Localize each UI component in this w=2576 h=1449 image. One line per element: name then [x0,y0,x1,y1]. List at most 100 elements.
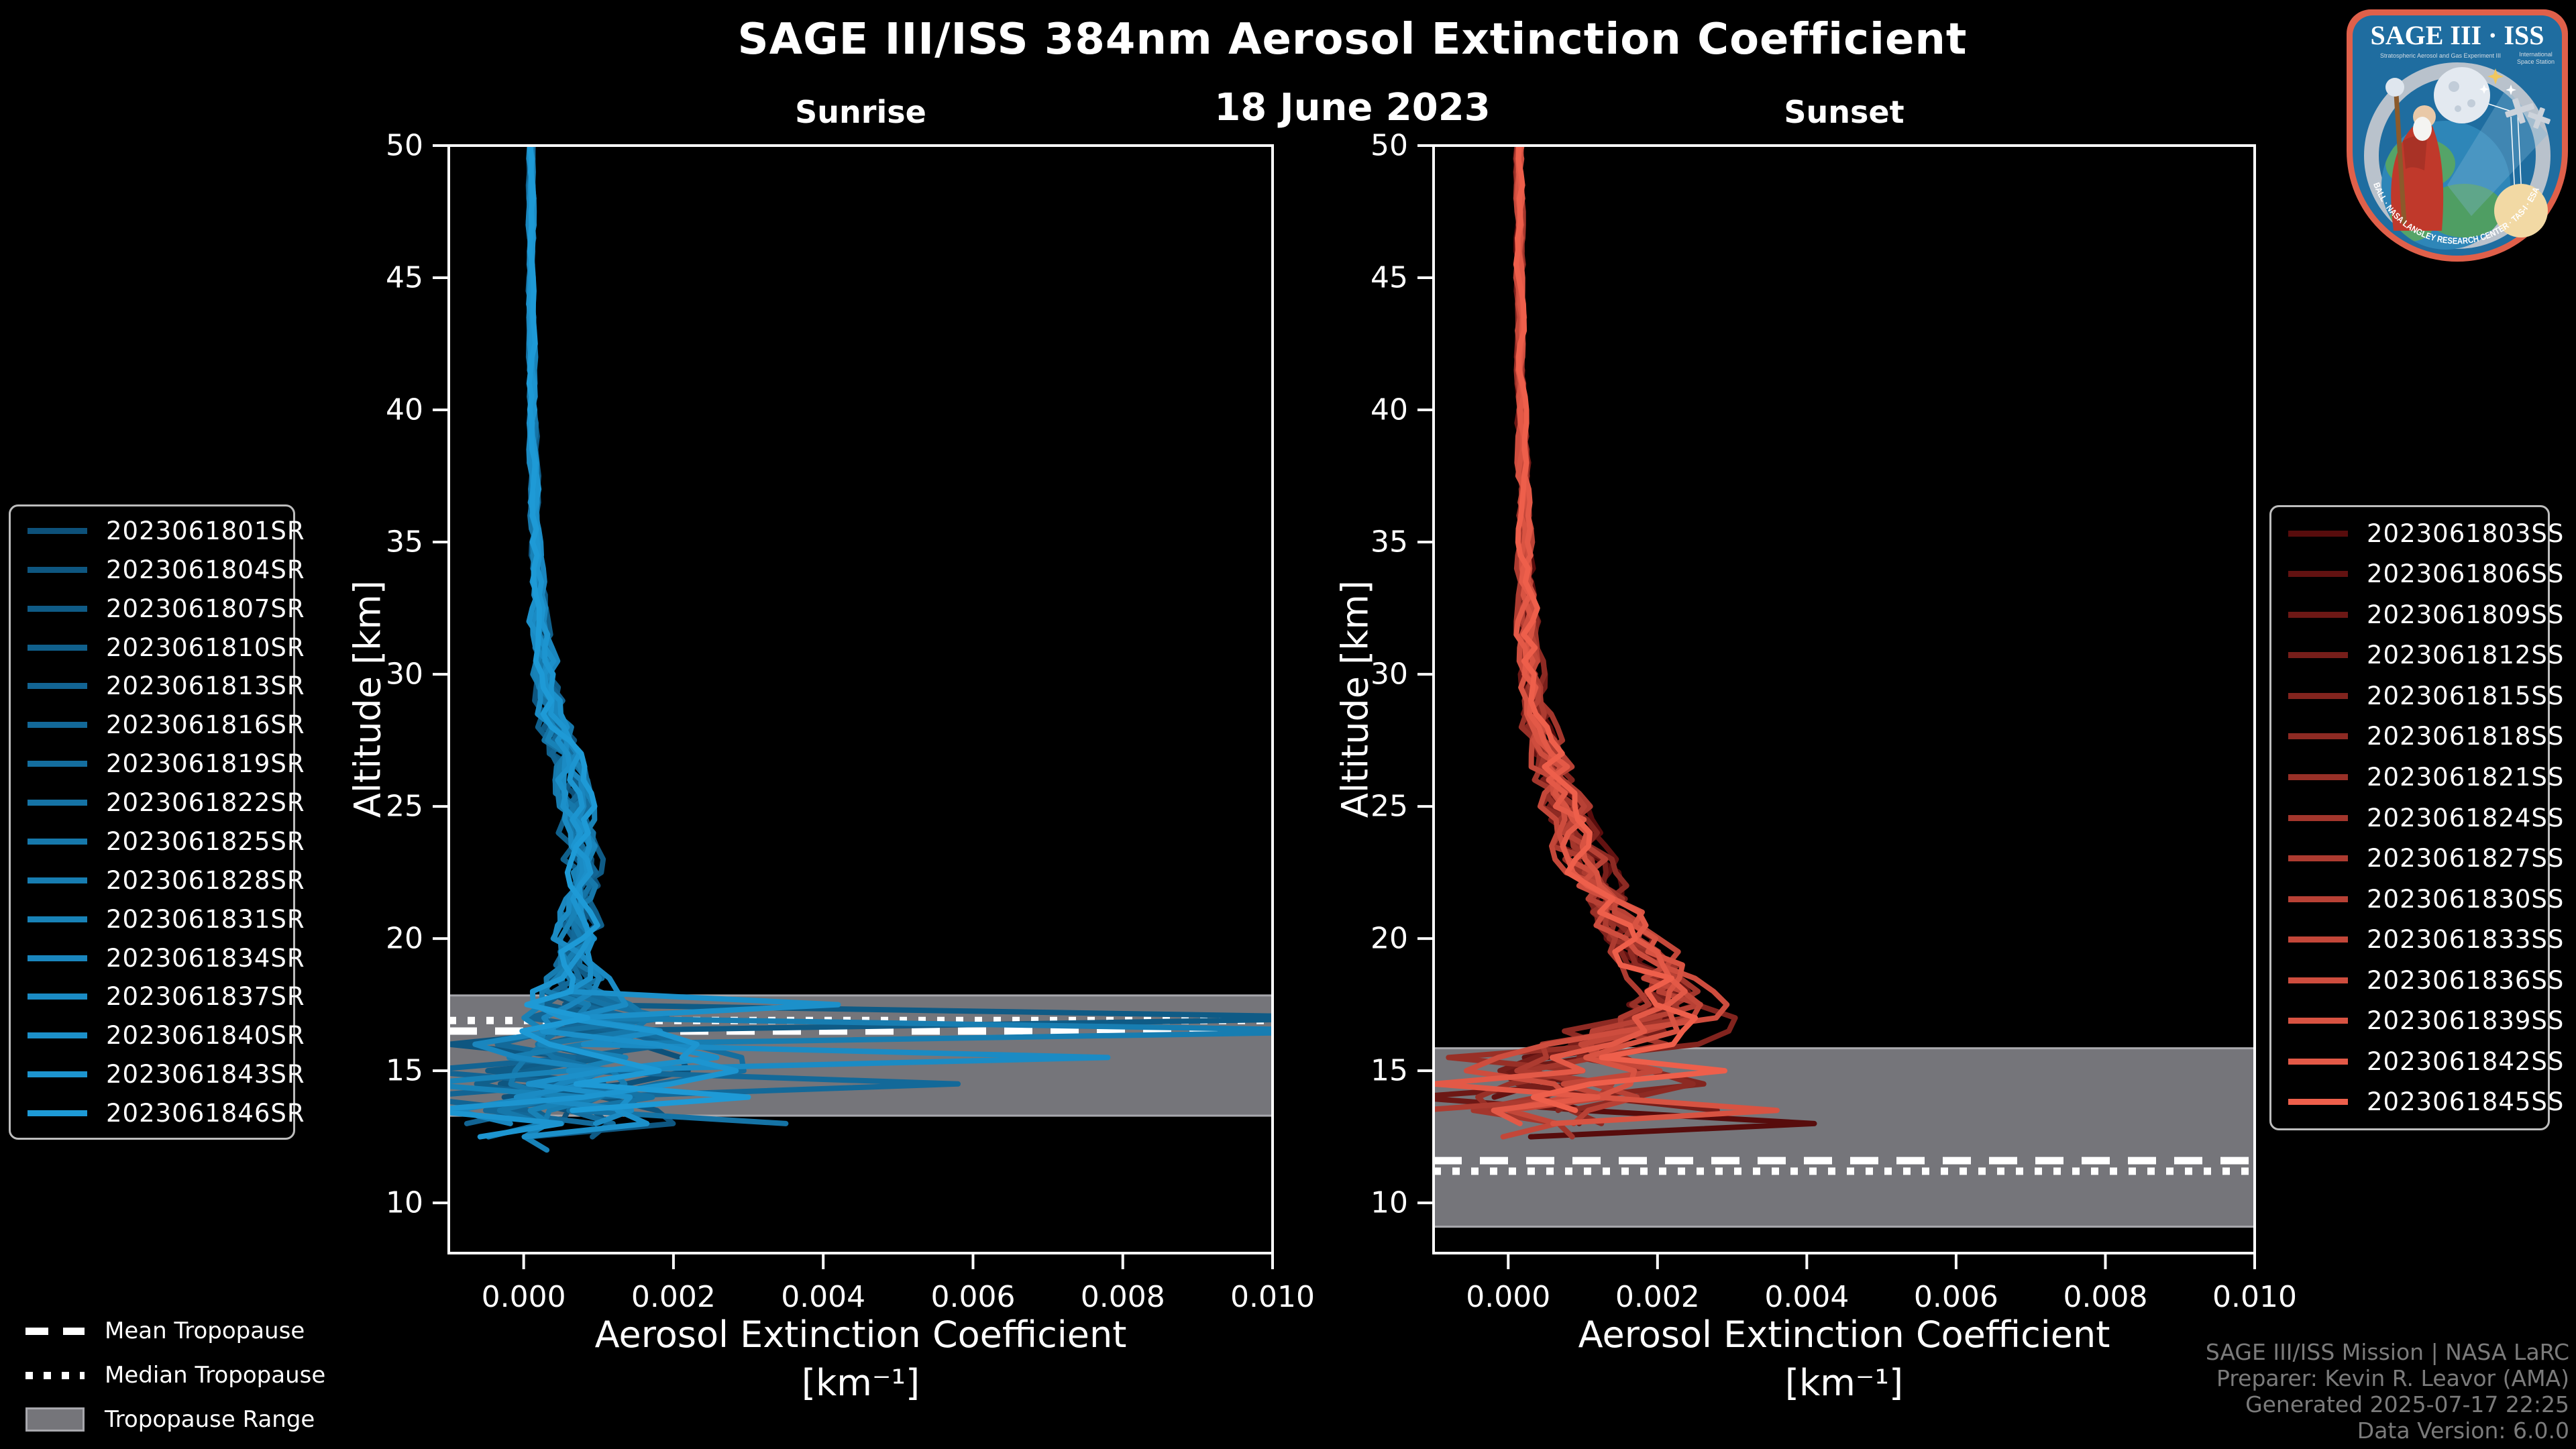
legend-item-2023061821SS: 2023061821SS [2271,763,2563,792]
legend-item-2023061840SR: 2023061840SR [11,1021,305,1050]
y-axis-label-sunrise: Altitude [km] [346,580,389,818]
legend-item-2023061827SS: 2023061827SS [2271,844,2563,873]
x-tick-label: 0.004 [781,1280,865,1314]
logo-figure [2385,78,2444,231]
x-axis-label-sunset: Aerosol Extinction Coefficient [1578,1313,2110,1356]
x-tick-label: 0.006 [930,1280,1015,1314]
legend-swatch [2288,611,2348,618]
legend-item-2023061843SR: 2023061843SR [11,1060,305,1089]
legend-label: 2023061804SR [106,555,305,584]
plot-frame [447,144,1274,1254]
legend-item-2023061824SS: 2023061824SS [2271,804,2563,833]
legend-label: 2023061816SR [106,710,305,740]
tropopause-range-label: Tropopause Range [105,1406,315,1433]
legend-label: 2023061830SS [2367,884,2565,914]
legend-label: 2023061825SR [106,826,305,856]
y-axis-label-sunset: Altitude [km] [1334,580,1377,818]
y-tick-label: 40 [386,393,423,427]
sunrise-panel-title: Sunrise [795,94,926,130]
legend-swatch [28,994,87,1000]
logo-acronym: Stratospheric Aerosol and Gas Experiment… [2380,52,2501,59]
legend-label: 2023061821SS [2367,762,2565,792]
mean-tropopause-label: Mean Tropopause [105,1318,305,1344]
legend-label: 2023061810SR [106,633,305,662]
legend-swatch [28,1071,87,1078]
y-tick-label: 50 [1371,129,1408,163]
legend-item-2023061833SS: 2023061833SS [2271,925,2563,954]
y-tick-label: 25 [1371,790,1408,824]
legend-label: 2023061828SR [106,865,305,895]
x-tick-label: 0.002 [1615,1280,1700,1314]
y-tick-label: 10 [386,1186,423,1220]
x-tick-label: 0.010 [2212,1280,2297,1314]
legend-item-2023061813SR: 2023061813SR [11,672,305,700]
legend-label: 2023061845SS [2367,1087,2565,1117]
sage-iss-logo: SAGE III · ISS Stratospheric Aerosol and… [2347,9,2568,262]
legend-label: 2023061840SR [106,1021,305,1051]
x-tick-label: 0.002 [631,1280,716,1314]
legend-swatch [2288,571,2348,578]
panel-sunset: 50 45 40 35 30 25 20 15 10 0.000 0.002 0.004 0.006 0.… [1371,129,2297,1315]
legend-item-2023061816SR: 2023061816SR [11,710,305,739]
legend-label: 2023061818SS [2367,722,2565,751]
legend-label: 2023061815SS [2367,681,2565,710]
legend-swatch [2288,1018,2348,1024]
legend-item-2023061807SR: 2023061807SR [11,594,305,623]
median-tropopause-label: Median Tropopause [105,1362,326,1389]
y-tick-label: 45 [386,261,423,295]
legend-swatch [28,722,87,729]
y-tick-label: 15 [386,1054,423,1088]
legend-item-2023061842SS: 2023061842SS [2271,1047,2563,1076]
logo-moon-crater [2467,99,2475,107]
sunset-event-legend: 2023061803SS 2023061806SS 2023061809SS 2023… [2269,505,2563,1130]
y-tick-label: 35 [1371,525,1408,559]
legend-label: 2023061806SS [2367,559,2565,589]
legend-swatch [2288,896,2348,902]
legend-label: 2023061836SS [2367,965,2565,995]
profile-line-2023061837SR [513,146,1111,1126]
legend-swatch [28,605,87,612]
attribution-block: SAGE III/ISS Mission | NASA LaRC Prepare… [2206,1339,2569,1444]
legend-swatch [28,761,87,767]
y-tick-label: 50 [386,129,423,163]
attribution-line: SAGE III/ISS Mission | NASA LaRC [2205,1339,2569,1365]
legend-swatch [28,916,87,922]
legend-item-2023061804SR: 2023061804SR [11,555,305,584]
legend-item-2023061834SR: 2023061834SR [11,944,305,973]
legend-item-2023061815SS: 2023061815SS [2271,682,2563,710]
y-tick-label: 30 [1371,657,1408,692]
tropopause-legend-row: Mean Tropopause [25,1316,325,1346]
logo-moon-crater [2449,81,2459,92]
tropopause-legend-row: Tropopause Range [25,1405,325,1434]
x-axis-units-sunrise: [km⁻¹] [801,1362,920,1404]
legend-item-2023061819SR: 2023061819SR [11,749,305,778]
x-tick-label: 0.000 [482,1280,566,1314]
x-tick-label: 0.006 [1914,1280,1998,1314]
legend-swatch [2288,855,2348,862]
tropopause-legend-row: Median Tropopause [25,1360,325,1390]
legend-swatch [2288,977,2348,983]
legend-swatch [2288,652,2348,659]
legend-item-2023061801SR: 2023061801SR [11,517,305,545]
legend-swatch [28,1032,87,1039]
logo-title: SAGE III · ISS [2370,20,2544,50]
y-tick-label: 15 [1371,1054,1408,1088]
legend-item-2023061846SR: 2023061846SR [11,1099,305,1128]
legend-label: 2023061824SS [2367,803,2565,833]
legend-item-2023061806SS: 2023061806SS [2271,559,2563,588]
iss-icon [2505,98,2551,129]
legend-label: 2023061813SR [106,672,305,701]
legend-item-2023061822SR: 2023061822SR [11,788,305,817]
legend-label: 2023061827SS [2367,844,2565,873]
legend-label: 2023061834SR [106,943,305,973]
legend-item-2023061803SS: 2023061803SS [2271,519,2563,548]
attribution-line: Data Version: 6.0.0 [2357,1417,2569,1444]
x-tick-label: 0.010 [1230,1280,1315,1314]
logo-moon [2434,67,2490,123]
profile-line-2023061845SS [1513,146,1727,1114]
legend-item-2023061812SS: 2023061812SS [2271,641,2563,669]
x-axis-units-sunset: [km⁻¹] [1784,1362,1904,1404]
legend-item-2023061839SS: 2023061839SS [2271,1006,2563,1035]
legend-swatch [28,1110,87,1116]
legend-label: 2023061839SS [2367,1006,2565,1036]
